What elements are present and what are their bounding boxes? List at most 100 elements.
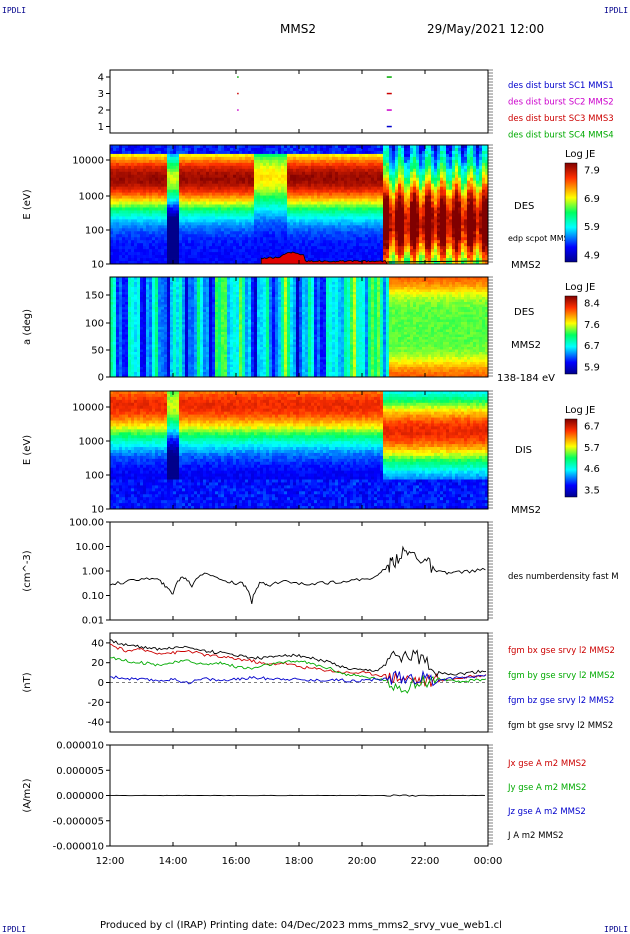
heatmap-cell [245,255,248,258]
heatmap-cell [320,216,323,219]
heatmap-cell [158,172,161,175]
heatmap-cell [215,234,218,237]
heatmap-cell [467,222,470,225]
heatmap-cell [398,187,401,190]
heatmap-cell [413,181,416,184]
heatmap-cell [371,246,374,249]
heatmap-cell [263,205,266,208]
heatmap-cell [461,228,464,231]
heatmap-cell [296,216,299,219]
heatmap-cell [275,172,278,175]
heatmap-cell [473,225,476,228]
heatmap-cell [116,193,119,196]
heatmap-cell [374,184,377,187]
heatmap-cell [251,202,254,205]
heatmap-cell [290,145,293,148]
heatmap-cell [440,252,443,255]
heatmap-cell [269,157,272,160]
heatmap-cell [317,255,320,258]
heatmap-cell [293,207,296,210]
heatmap-cell [347,157,350,160]
heatmap-cell [386,216,389,219]
heatmap-cell [449,178,452,181]
heatmap-cell [140,216,143,219]
heatmap-cell [341,172,344,175]
heatmap-cell [368,154,371,157]
heatmap-cell [245,163,248,166]
heatmap-cell [149,213,152,216]
heatmap-cell [122,160,125,163]
heatmap-cell [194,210,197,213]
heatmap-cell [206,187,209,190]
heatmap-cell [242,202,245,205]
heatmap-cell [383,202,386,205]
heatmap-cell [302,178,305,181]
heatmap-cell [203,210,206,213]
heatmap-cell [182,151,185,154]
heatmap-cell [194,249,197,252]
heatmap-cell [134,199,137,202]
heatmap-cell [401,228,404,231]
heatmap-cell [395,145,398,148]
heatmap-cell [311,196,314,199]
heatmap-cell [245,175,248,178]
heatmap-cell [230,163,233,166]
heatmap-cell [416,163,419,166]
heatmap-cell [197,190,200,193]
heatmap-cell [137,246,140,249]
heatmap-cell [449,243,452,246]
heatmap-cell [272,148,275,151]
heatmap-cell [467,213,470,216]
heatmap-cell [416,175,419,178]
heatmap-cell [230,210,233,213]
y-tick-label: 4 [98,73,104,84]
heatmap-cell [110,252,113,255]
heatmap-cell [458,145,461,148]
heatmap-cell [224,205,227,208]
heatmap-cell [419,222,422,225]
heatmap-cell [377,210,380,213]
heatmap-cell [143,237,146,240]
heatmap-cell [362,160,365,163]
heatmap-cell [209,166,212,169]
heatmap-cell [473,231,476,234]
heatmap-cell [476,166,479,169]
heatmap-cell [293,193,296,196]
heatmap-cell [467,151,470,154]
heatmap-cell [320,172,323,175]
heatmap-cell [404,216,407,219]
heatmap-cell [407,237,410,240]
heatmap-cell [449,151,452,154]
heatmap-cell [212,225,215,228]
heatmap-cell [206,237,209,240]
heatmap-cell [134,202,137,205]
heatmap-cell [476,190,479,193]
heatmap-cell [218,237,221,240]
heatmap-cell [242,213,245,216]
heatmap-cell [158,157,161,160]
heatmap-cell [461,255,464,258]
heatmap-cell [221,258,224,261]
heatmap-cell [362,243,365,246]
heatmap-cell [281,193,284,196]
heatmap-cell [458,216,461,219]
heatmap-cell [455,237,458,240]
heatmap-cell [302,234,305,237]
heatmap-cell [380,252,383,255]
heatmap-cell [155,249,158,252]
heatmap-cell [458,237,461,240]
heatmap-cell [440,222,443,225]
heatmap-cell [221,151,224,154]
heatmap-cell [116,178,119,181]
heatmap-cell [131,157,134,160]
heatmap-cell [170,228,173,231]
heatmap-cell [170,151,173,154]
heatmap-cell [437,196,440,199]
heatmap-cell [215,196,218,199]
heatmap-cell [446,154,449,157]
heatmap-cell [344,210,347,213]
heatmap-cell [341,151,344,154]
heatmap-cell [302,225,305,228]
heatmap-cell [296,175,299,178]
heatmap-cell [374,166,377,169]
